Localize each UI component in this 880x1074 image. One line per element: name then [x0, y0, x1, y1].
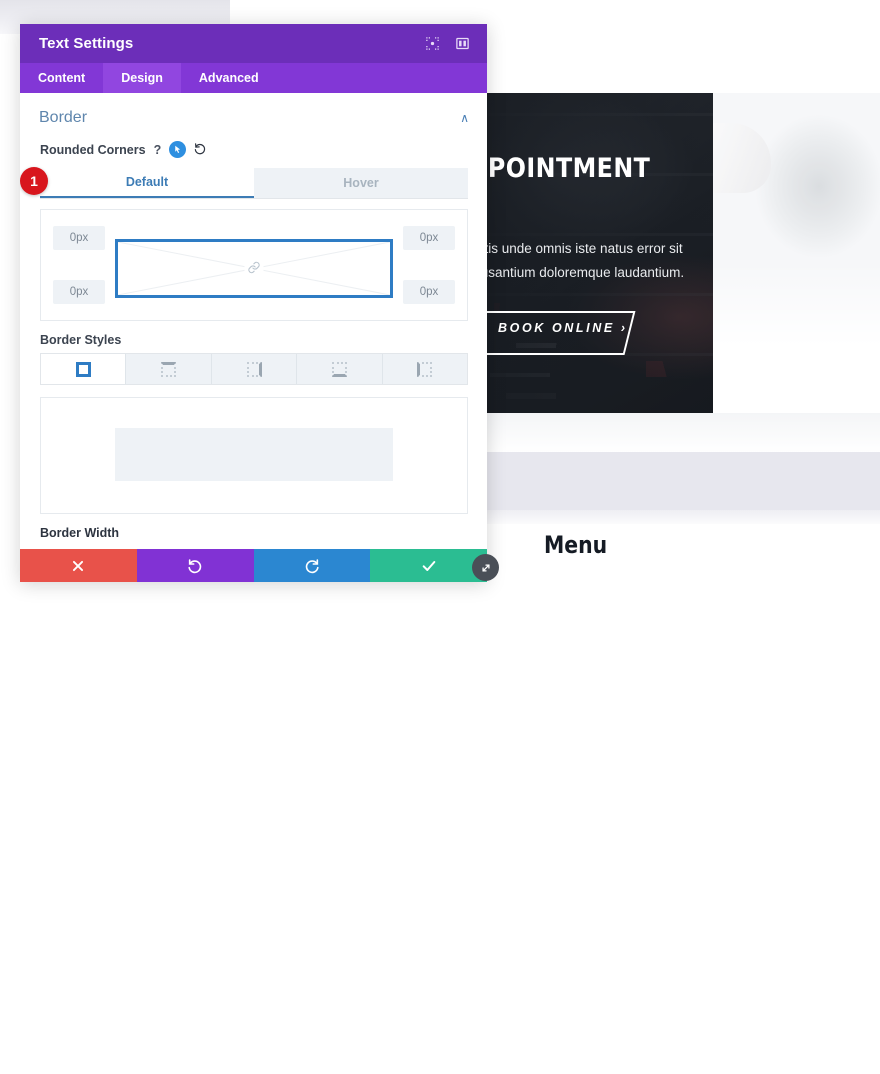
- fullscreen-icon[interactable]: [421, 33, 443, 55]
- hero-paragraph-line-1: iatis unde omnis iste natus error sit: [486, 241, 683, 256]
- modal-footer: [20, 549, 487, 582]
- tab-advanced[interactable]: Advanced: [198, 71, 259, 85]
- corner-preview-box[interactable]: [115, 239, 393, 298]
- undo-button[interactable]: [136, 549, 254, 582]
- border-width-label: Border Width: [40, 526, 120, 540]
- redo-button[interactable]: [253, 549, 371, 582]
- chevron-up-icon[interactable]: ∧: [460, 111, 469, 125]
- link-icon[interactable]: [244, 260, 264, 277]
- hero-title: PPOINTMENT: [486, 153, 651, 184]
- border-preview-panel: [40, 397, 468, 514]
- border-left-icon: [417, 361, 433, 377]
- cancel-button[interactable]: [20, 549, 137, 582]
- border-style-bottom-button[interactable]: [297, 354, 383, 384]
- corner-input-bottom-right[interactable]: 0px: [403, 280, 455, 304]
- contact-section: [713, 93, 880, 413]
- page-section-fade-bottom: [486, 510, 880, 528]
- book-online-button-label[interactable]: BOOK ONLINE ›: [498, 321, 628, 335]
- page-section-fade-top: [486, 413, 880, 453]
- hero-overlay: [486, 93, 713, 413]
- modal-title: Text Settings: [39, 35, 134, 52]
- border-top-icon: [161, 361, 177, 377]
- modal-body: Border ∧ Rounded Corners ? 1 Default Hov…: [20, 93, 487, 549]
- help-icon[interactable]: ?: [153, 142, 162, 157]
- tab-content[interactable]: Content: [38, 71, 86, 85]
- cursor-pointer-icon[interactable]: [169, 141, 187, 158]
- menu-label[interactable]: Menu: [544, 531, 608, 559]
- state-tab-default[interactable]: Default: [40, 168, 254, 198]
- border-style-all-button[interactable]: [41, 354, 127, 384]
- modal-header: Text Settings: [20, 24, 487, 63]
- rounded-corners-label: Rounded Corners: [40, 142, 146, 157]
- page-gray-band: [486, 452, 880, 510]
- rounded-corners-editor: 0px 0px 0px 0px: [40, 209, 468, 321]
- state-tab-hover[interactable]: Hover: [254, 168, 468, 198]
- hero-paragraph-line-2: cusantium doloremque laudantium.: [486, 265, 685, 280]
- border-style-left-button[interactable]: [383, 354, 467, 384]
- border-section-header[interactable]: Border ∧: [20, 93, 487, 137]
- rounded-corners-state-tabs: 1 Default Hover: [20, 167, 468, 199]
- border-all-icon: [75, 361, 91, 377]
- modal-tab-bar: Content Design Advanced: [20, 63, 487, 93]
- step-badge-1: 1: [20, 167, 48, 195]
- site-menu-bar: [486, 524, 880, 582]
- border-styles-row: [40, 353, 468, 385]
- border-section-title: Border: [39, 109, 88, 126]
- corner-input-bottom-left[interactable]: 0px: [53, 280, 105, 304]
- tab-design[interactable]: Design: [103, 63, 181, 93]
- border-right-icon: [246, 361, 262, 377]
- border-preview-box[interactable]: [115, 428, 393, 481]
- rounded-corners-label-row: Rounded Corners ?: [20, 137, 487, 164]
- hero-content: PPOINTMENT iatis unde omnis iste natus e…: [486, 93, 713, 413]
- corner-input-top-right[interactable]: 0px: [403, 226, 455, 250]
- corner-input-top-left[interactable]: 0px: [53, 226, 105, 250]
- hero-section: PPOINTMENT iatis unde omnis iste natus e…: [486, 93, 713, 413]
- save-button[interactable]: [370, 549, 487, 582]
- reset-icon[interactable]: [194, 142, 207, 158]
- text-settings-modal: Text Settings Content Design Advanced Bo…: [20, 24, 487, 582]
- border-style-right-button[interactable]: [212, 354, 298, 384]
- layout-split-icon[interactable]: [451, 33, 473, 55]
- contact-fade-overlay: [713, 263, 880, 413]
- border-style-top-button[interactable]: [126, 354, 212, 384]
- border-styles-label: Border Styles: [40, 333, 122, 347]
- border-bottom-icon: [331, 361, 347, 377]
- resize-handle[interactable]: [472, 554, 499, 581]
